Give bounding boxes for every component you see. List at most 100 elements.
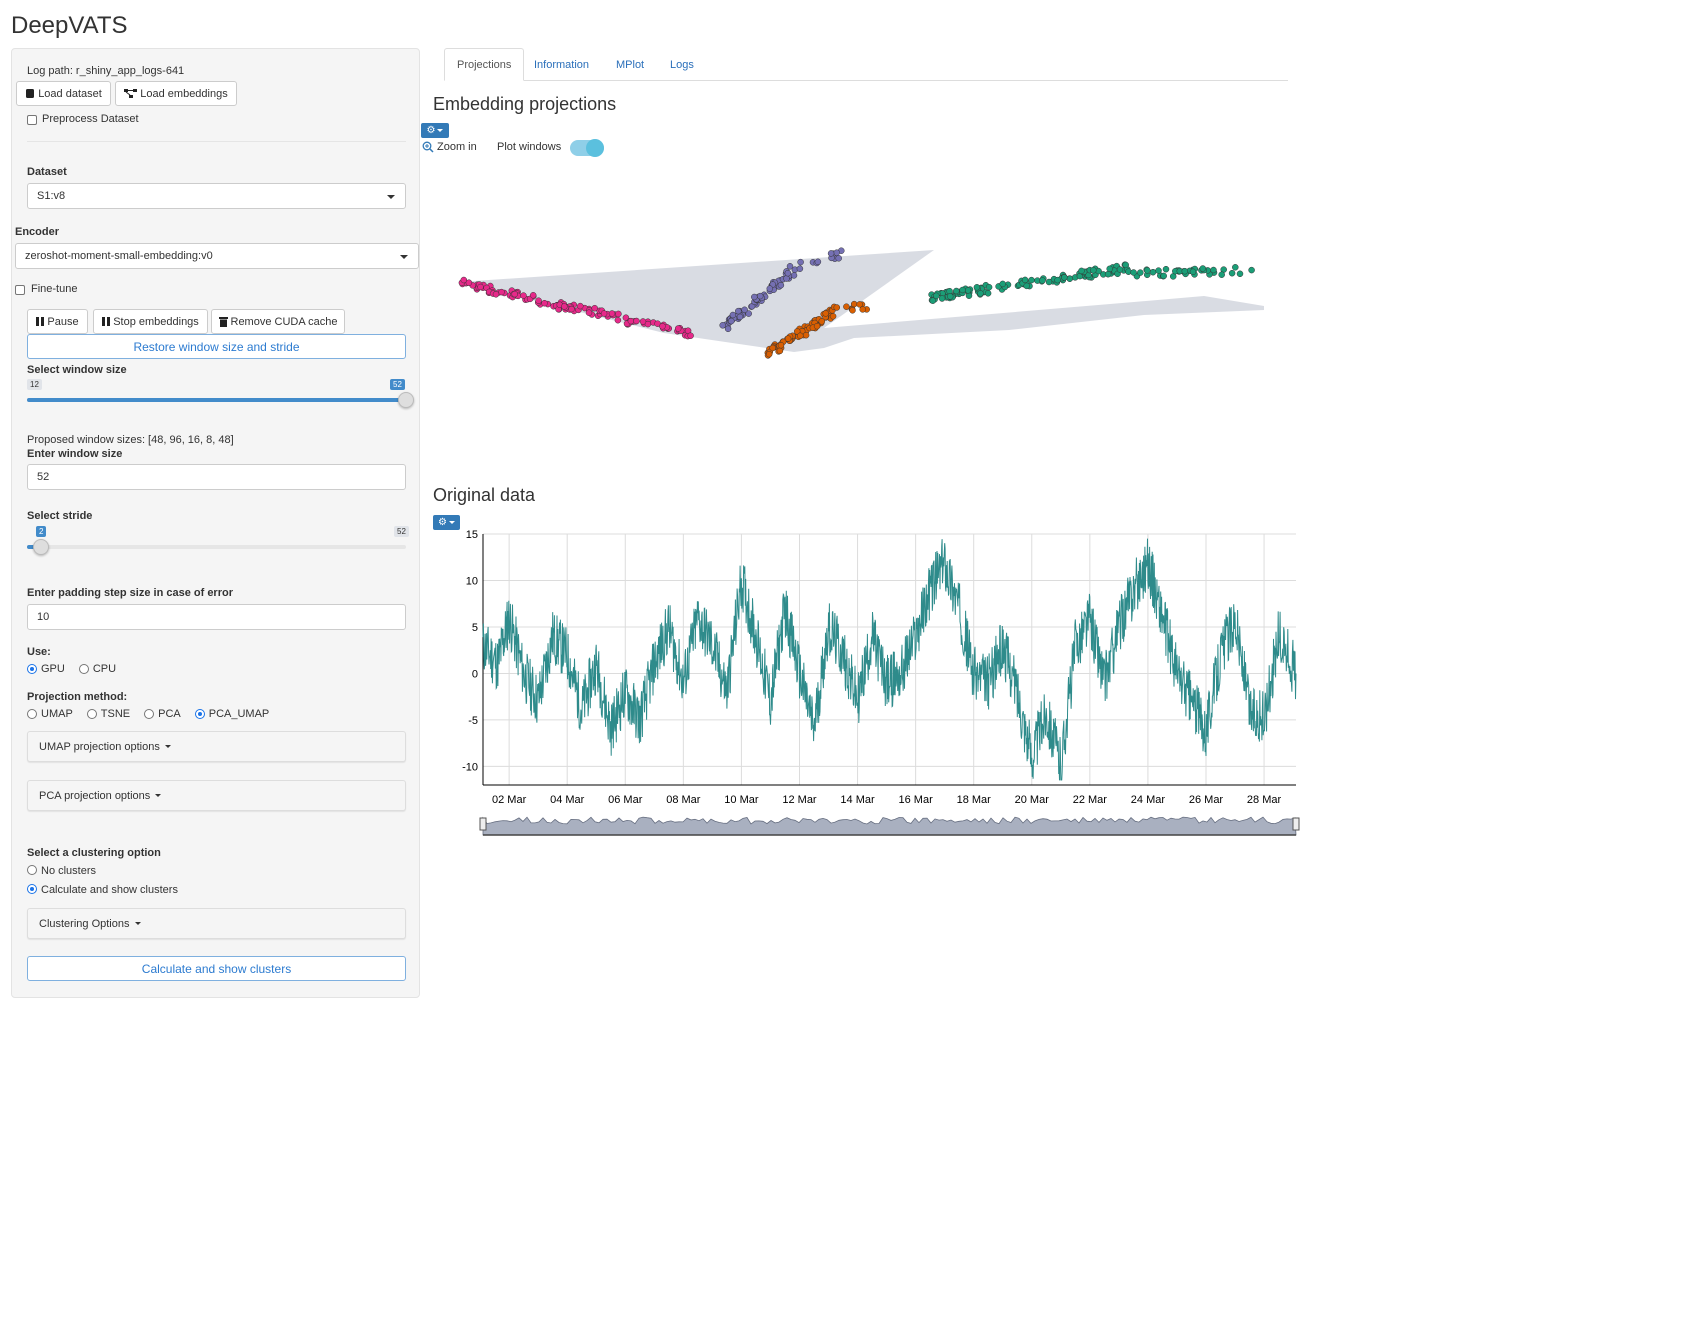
projection-point: [751, 293, 758, 301]
projection-point: [859, 306, 866, 313]
zoom-in-label: Zoom in: [437, 141, 477, 153]
projection-point: [985, 283, 993, 291]
projection-point: [776, 347, 784, 355]
encoder-label: Encoder: [15, 226, 60, 238]
log-path-text: Log path: r_shiny_app_logs-641: [27, 65, 185, 77]
padding-input[interactable]: 10: [27, 604, 406, 630]
plot-windows-toggle[interactable]: [570, 139, 604, 157]
caret-down-icon: [164, 745, 171, 748]
radio-cpu[interactable]: CPU: [78, 663, 116, 675]
radio-button[interactable]: [27, 664, 37, 674]
pause-icon: [102, 317, 111, 326]
projection-point: [1199, 265, 1207, 272]
radio-pca-umap[interactable]: PCA_UMAP: [194, 708, 269, 720]
pause-button[interactable]: Pause: [27, 309, 88, 334]
projection-point: [843, 303, 850, 310]
stop-embeddings-button[interactable]: Stop embeddings: [93, 309, 208, 334]
projection-point: [1116, 266, 1124, 273]
database-icon: [26, 89, 35, 98]
load-dataset-button[interactable]: Load dataset: [16, 81, 111, 106]
plot-area: [483, 534, 1296, 785]
load-embeddings-label: Load embeddings: [140, 87, 228, 100]
projection-point: [933, 292, 940, 300]
projection-point: [777, 281, 785, 289]
projection-point: [973, 284, 981, 291]
radio-button[interactable]: [144, 709, 155, 719]
zoom-in-icon: [422, 141, 434, 153]
projection-point: [793, 328, 801, 335]
clustering-options-toggle[interactable]: Clustering Options: [27, 908, 406, 939]
projection-settings-button[interactable]: ⚙: [421, 123, 449, 138]
x-tick-label: 04 Mar: [550, 794, 585, 806]
restore-window-label: Restore window size and stride: [133, 339, 300, 354]
radio-button[interactable]: [27, 865, 37, 875]
finetune-checkbox[interactable]: [15, 285, 25, 295]
projection-point: [568, 305, 575, 313]
stride-handle[interactable]: [33, 539, 49, 555]
radio-label: PCA: [158, 708, 181, 720]
projection-point: [1137, 269, 1144, 276]
original-data-chart[interactable]: 15 10 5 0 -5 -10 02 Mar 04 Mar 06 Mar 08 Mar 10 Ma…: [430, 528, 1302, 840]
x-tick-label: 14 Mar: [840, 794, 875, 806]
tab-logs[interactable]: Logs: [658, 48, 706, 81]
projection-point: [1039, 277, 1046, 284]
remove-cuda-button[interactable]: Remove CUDA cache: [211, 309, 345, 334]
pca-options-label: PCA projection options: [39, 789, 151, 802]
radio-button[interactable]: [78, 664, 89, 674]
radio-button[interactable]: [27, 709, 37, 719]
projection-point: [1054, 276, 1061, 284]
radio-label: UMAP: [41, 708, 73, 720]
projection-point: [1144, 267, 1151, 274]
preprocess-checkbox[interactable]: [27, 115, 37, 125]
range-selector-area: [482, 816, 1297, 836]
projection-point: [591, 304, 598, 312]
projection-point: [735, 307, 742, 315]
radio-calc-clusters[interactable]: Calculate and show clusters: [27, 884, 178, 896]
radio-gpu[interactable]: GPU: [27, 663, 65, 675]
zoom-in-control[interactable]: Zoom in: [422, 141, 477, 153]
radio-pca[interactable]: PCA: [144, 708, 181, 720]
projection-point: [1155, 267, 1162, 274]
radio-button[interactable]: [27, 884, 37, 894]
projection-point: [741, 306, 748, 314]
radio-button[interactable]: [86, 709, 97, 719]
radio-label: TSNE: [100, 708, 131, 720]
proposed-sizes-text: Proposed window sizes: [48, 96, 16, 8, 4…: [27, 434, 234, 446]
remove-cuda-label: Remove CUDA cache: [230, 315, 338, 328]
gear-icon: ⚙: [426, 124, 436, 136]
projection-point: [633, 317, 640, 325]
window-size-handle[interactable]: [398, 392, 414, 408]
window-size-input[interactable]: 52: [27, 464, 406, 490]
projection-point: [535, 297, 542, 304]
tab-information[interactable]: Information: [522, 48, 601, 81]
dataset-select[interactable]: S1:v8: [27, 183, 406, 209]
original-settings-button[interactable]: ⚙: [433, 515, 460, 530]
encoder-select[interactable]: zeroshot-moment-small-embedding:v0: [15, 243, 419, 269]
caret-down-icon: [134, 922, 141, 925]
embedding-projection-plot[interactable]: [444, 230, 1284, 405]
tab-bar: Projections Information MPlot Logs: [444, 48, 1288, 81]
tab-projections[interactable]: Projections: [444, 48, 525, 81]
umap-options-toggle[interactable]: UMAP projection options: [27, 731, 406, 762]
stride-value-label: 2: [36, 526, 47, 537]
projection-point: [796, 265, 804, 272]
restore-window-button[interactable]: Restore window size and stride: [27, 334, 406, 359]
radio-tsne[interactable]: TSNE: [86, 708, 131, 720]
stride-track[interactable]: [27, 545, 406, 549]
y-tick-label: -5: [468, 715, 478, 727]
radio-button[interactable]: [194, 709, 205, 719]
toggle-knob: [586, 139, 604, 157]
encoder-value: zeroshot-moment-small-embedding:v0: [25, 250, 213, 262]
pca-options-toggle[interactable]: PCA projection options: [27, 780, 406, 811]
app-title: DeepVATS: [11, 12, 128, 39]
x-tick-label: 08 Mar: [666, 794, 701, 806]
tab-mplot[interactable]: MPlot: [604, 48, 656, 81]
calculate-clusters-button[interactable]: Calculate and show clusters: [27, 956, 406, 981]
radio-umap[interactable]: UMAP: [27, 708, 73, 720]
projection-point: [615, 310, 622, 318]
original-data-title: Original data: [433, 485, 536, 505]
pause-label: Pause: [47, 315, 79, 328]
load-embeddings-button[interactable]: Load embeddings: [115, 81, 237, 106]
radio-no-clusters[interactable]: No clusters: [27, 865, 96, 877]
radio-label: Calculate and show clusters: [41, 884, 178, 896]
